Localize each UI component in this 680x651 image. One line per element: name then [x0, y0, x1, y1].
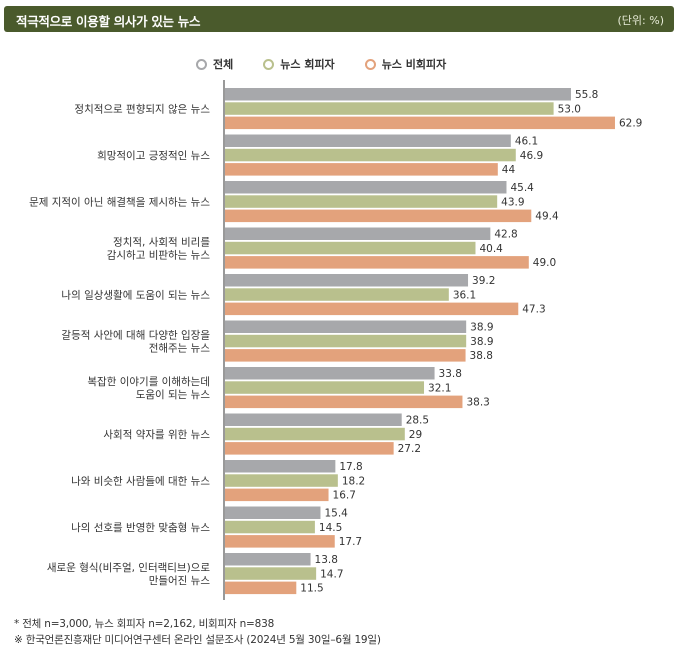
data-label-avoiders: 40.4: [479, 243, 503, 255]
data-label-non-avoiders: 38.8: [470, 350, 493, 362]
data-label-non-avoiders: 27.2: [398, 443, 421, 455]
data-label-avoiders: 29: [409, 429, 422, 441]
bar-all: [225, 413, 402, 426]
category-label: 새로운 형식(비주얼, 인터랙티브)으로: [47, 562, 210, 574]
data-label-non-avoiders: 38.3: [466, 397, 489, 409]
category-label: 만들어진 뉴스: [149, 575, 211, 587]
data-label-all: 13.8: [315, 554, 338, 566]
bar-avoiders: [225, 567, 317, 580]
bar-non-avoiders: [225, 256, 529, 269]
unit-label: (단위: %): [617, 14, 664, 27]
legend-marker-all: [196, 58, 207, 70]
bar-avoiders: [225, 334, 467, 348]
data-label-non-avoiders: 47.3: [522, 304, 545, 316]
data-label-all: 45.4: [510, 182, 534, 194]
bar-non-avoiders: [225, 395, 463, 409]
bar-all: [225, 367, 435, 380]
data-label-avoiders: 32.1: [428, 382, 451, 394]
bar-non-avoiders: [225, 535, 335, 548]
chart-header: 적극적으로 이용할 의사가 있는 뉴스 (단위: %): [4, 6, 674, 32]
bar-all: [225, 553, 311, 566]
data-label-avoiders: 43.9: [501, 196, 524, 208]
bar-all: [225, 320, 467, 333]
legend: 전체 뉴스 회피자 뉴스 비회피자: [196, 56, 476, 72]
chart-title: 적극적으로 이용할 의사가 있는 뉴스: [16, 14, 201, 29]
data-label-non-avoiders: 11.5: [300, 583, 323, 595]
category-label: 문제 지적이 아닌 해결책을 제시하는 뉴스: [29, 196, 210, 209]
legend-marker-avoiders: [263, 58, 275, 70]
bar-avoiders: [225, 381, 425, 394]
data-label-all: 28.5: [406, 415, 429, 427]
bar-non-avoiders: [225, 349, 466, 362]
legend-item-non-avoiders: 뉴스 비회피자: [364, 56, 447, 72]
bar-avoiders: [225, 520, 315, 534]
category-label: 복잡한 이야기를 이해하는데: [87, 375, 210, 388]
data-label-avoiders: 14.7: [320, 568, 343, 580]
data-label-non-avoiders: 49.0: [533, 257, 556, 269]
category-label: 사회적 약자를 위한 뉴스: [103, 428, 210, 441]
legend-label-non-avoiders: 뉴스 비회피자: [381, 58, 447, 71]
bar-avoiders: [225, 241, 476, 255]
legend-item-all: 전체: [196, 56, 233, 72]
bar-all: [225, 274, 469, 287]
bar-all: [225, 460, 336, 473]
sample-size-footnote: * 전체 n=3,000, 뉴스 회피자 n=2,162, 비회피자 n=838: [14, 618, 275, 630]
legend-label-all: 전체: [213, 58, 234, 71]
legend-marker-non-avoiders: [364, 58, 376, 70]
bar-avoiders: [225, 474, 338, 487]
data-label-all: 55.8: [575, 89, 598, 101]
data-label-avoiders: 46.9: [520, 150, 543, 162]
bar-avoiders: [225, 148, 516, 162]
category-label: 희망적이고 긍정적인 뉴스: [97, 150, 210, 162]
data-label-all: 38.9: [470, 322, 493, 334]
legend-item-avoiders: 뉴스 회피자: [263, 56, 335, 72]
data-label-avoiders: 18.2: [342, 475, 365, 487]
data-label-all: 15.4: [324, 508, 348, 520]
data-label-avoiders: 53.0: [558, 103, 581, 115]
bar-all: [225, 227, 491, 240]
data-label-avoiders: 14.5: [319, 522, 342, 534]
category-label: 정치적으로 편향되지 않은 뉴스: [74, 103, 210, 116]
bar-all: [225, 506, 321, 519]
bar-all: [225, 181, 507, 194]
bar-non-avoiders: [225, 302, 519, 316]
bar-non-avoiders: [225, 116, 615, 130]
category-label: 나의 선호를 반영한 맞춤형 뉴스: [71, 522, 210, 534]
data-label-non-avoiders: 17.7: [339, 536, 362, 548]
data-label-non-avoiders: 49.4: [535, 211, 559, 223]
data-label-all: 46.1: [515, 136, 538, 148]
data-label-all: 17.8: [339, 461, 362, 473]
bar-non-avoiders: [225, 163, 498, 176]
data-label-non-avoiders: 44: [502, 164, 516, 176]
category-label: 갈등적 사안에 대해 다양한 입장을: [61, 329, 210, 342]
category-label: 나의 일상생활에 도움이 되는 뉴스: [61, 289, 210, 302]
category-label: 감시하고 비판하는 뉴스: [107, 249, 211, 262]
bar-non-avoiders: [225, 581, 297, 595]
data-label-all: 39.2: [472, 275, 495, 287]
bar-avoiders: [225, 288, 449, 301]
data-label-non-avoiders: 16.7: [333, 490, 356, 502]
data-label-all: 42.8: [494, 229, 517, 241]
bar-all: [225, 88, 571, 101]
category-label: 전해주는 뉴스: [149, 342, 211, 355]
bar-non-avoiders: [225, 209, 532, 223]
bar-non-avoiders: [225, 488, 329, 502]
category-label: 정치적, 사회적 비리를: [113, 237, 210, 249]
category-label: 도움이 되는 뉴스: [136, 389, 211, 401]
bar-non-avoiders: [225, 442, 394, 455]
source-footnote: ※ 한국언론진흥재단 미디어연구센터 온라인 설문조사 (2024년 5월 30…: [14, 634, 381, 646]
bar-avoiders: [225, 427, 405, 441]
bar-avoiders: [225, 102, 554, 115]
bar-chart: 정치적으로 편향되지 않은 뉴스 55.8 53.0 62.9 희망적이고 긍정적인 뉴…: [29, 80, 642, 600]
data-label-non-avoiders: 62.9: [619, 118, 642, 130]
category-label: 나와 비슷한 사람들에 대한 뉴스: [71, 475, 210, 488]
data-label-avoiders: 36.1: [453, 289, 476, 301]
bar-avoiders: [225, 195, 498, 208]
data-label-all: 33.8: [439, 368, 462, 380]
data-label-avoiders: 38.9: [470, 336, 493, 348]
legend-label-avoiders: 뉴스 회피자: [280, 58, 335, 71]
bar-all: [225, 134, 511, 147]
